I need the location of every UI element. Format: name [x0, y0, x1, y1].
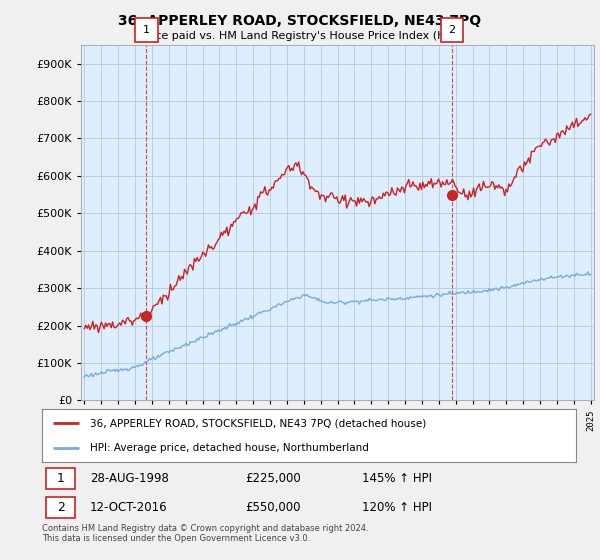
- Text: £225,000: £225,000: [245, 472, 301, 485]
- Text: £550,000: £550,000: [245, 501, 301, 514]
- FancyBboxPatch shape: [46, 497, 76, 518]
- Text: HPI: Average price, detached house, Northumberland: HPI: Average price, detached house, Nort…: [90, 442, 369, 452]
- Text: 36, APPERLEY ROAD, STOCKSFIELD, NE43 7PQ (detached house): 36, APPERLEY ROAD, STOCKSFIELD, NE43 7PQ…: [90, 418, 427, 428]
- Text: 36, APPERLEY ROAD, STOCKSFIELD, NE43 7PQ: 36, APPERLEY ROAD, STOCKSFIELD, NE43 7PQ: [118, 14, 482, 28]
- FancyBboxPatch shape: [46, 468, 76, 489]
- Text: 120% ↑ HPI: 120% ↑ HPI: [362, 501, 433, 514]
- Text: 1: 1: [57, 472, 65, 485]
- Text: 12-OCT-2016: 12-OCT-2016: [90, 501, 167, 514]
- Text: Price paid vs. HM Land Registry's House Price Index (HPI): Price paid vs. HM Land Registry's House …: [140, 31, 460, 41]
- Text: 2: 2: [449, 25, 455, 35]
- Text: 145% ↑ HPI: 145% ↑ HPI: [362, 472, 433, 485]
- Text: Contains HM Land Registry data © Crown copyright and database right 2024.
This d: Contains HM Land Registry data © Crown c…: [42, 524, 368, 543]
- Text: 1: 1: [143, 25, 150, 35]
- Text: 28-AUG-1998: 28-AUG-1998: [90, 472, 169, 485]
- Text: 2: 2: [57, 501, 65, 514]
